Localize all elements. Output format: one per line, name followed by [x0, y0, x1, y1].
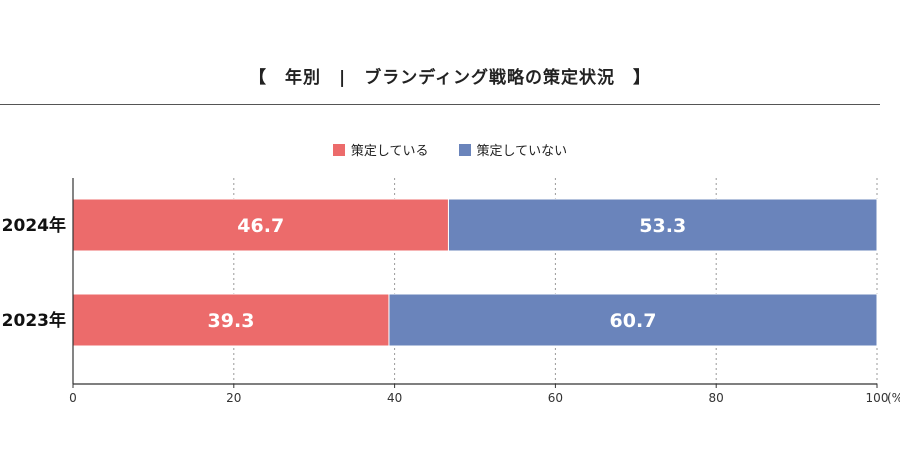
- data-label: 46.7: [237, 215, 284, 237]
- bar-segment: [447, 198, 878, 252]
- x-tick-label: 40: [387, 391, 402, 405]
- category-label: 2023年: [2, 310, 66, 331]
- data-label: 53.3: [639, 215, 686, 237]
- x-tick-label: 20: [226, 391, 241, 405]
- x-tick-label: 0: [69, 391, 77, 405]
- bar-segment: [388, 293, 878, 347]
- legend-label-yes: 策定している: [350, 144, 429, 159]
- chart-title: 【 年別 | ブランディング戦略の策定状況 】: [248, 68, 652, 88]
- data-label: 60.7: [610, 310, 657, 332]
- bar-segment: [72, 293, 390, 347]
- data-label: 39.3: [208, 310, 255, 332]
- bar-segment: [72, 198, 449, 252]
- x-tick-label: 80: [709, 391, 724, 405]
- legend-item-no: 策定していない: [458, 140, 568, 159]
- legend-swatch-yes: [332, 143, 345, 156]
- legend-swatch-no: [458, 143, 471, 156]
- title-divider: [0, 104, 880, 105]
- category-label: 2024年: [2, 215, 66, 236]
- legend-item-yes: 策定している: [332, 140, 429, 159]
- legend: 策定している 策定していない: [0, 140, 900, 159]
- legend-label-no: 策定していない: [476, 144, 568, 159]
- x-tick-label: 60: [548, 391, 563, 405]
- x-unit-label: (%): [887, 391, 900, 405]
- x-tick-label: 100: [866, 391, 889, 405]
